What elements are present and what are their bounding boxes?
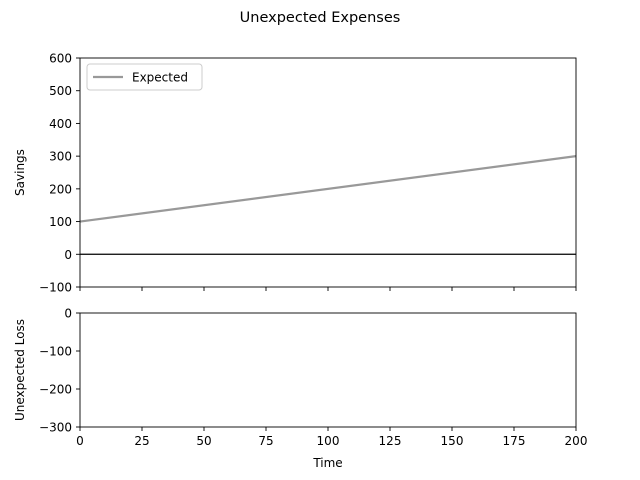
y-tick-label: 500 <box>49 84 72 98</box>
savings-y-axis-label: Savings <box>13 149 27 196</box>
y-tick-label: 0 <box>64 307 72 321</box>
savings-axes-frame <box>79 57 577 288</box>
unexpected-loss-panel: −300 −200 −100 0 0 25 50 75 100 125 150 175 200 Unexp… <box>13 307 587 449</box>
x-tick-label: 150 <box>441 434 464 448</box>
legend-box <box>86 63 203 91</box>
savings-panel: −100 0 100 200 300 400 500 600 Savings Expected <box>13 52 577 295</box>
x-tick-label: 50 <box>196 434 211 448</box>
y-tick-label: −100 <box>39 281 72 295</box>
y-tick-label: −100 <box>39 345 72 359</box>
x-tick-label: 125 <box>379 434 402 448</box>
y-tick-label: 0 <box>64 248 72 262</box>
y-tick-label: −300 <box>39 421 72 435</box>
x-tick-label: 25 <box>134 434 149 448</box>
series-line-expected <box>79 155 577 223</box>
x-tick-label: 0 <box>76 434 84 448</box>
y-tick-label: 100 <box>49 215 72 229</box>
legend: Expected <box>86 63 203 91</box>
unexpected-loss-y-axis-label: Unexpected Loss <box>13 319 27 421</box>
y-tick-label: 300 <box>49 150 72 164</box>
x-axis-label: Time <box>312 456 342 470</box>
y-tick-label: −200 <box>39 383 72 397</box>
legend-label: Expected <box>132 71 188 85</box>
y-tick-label: 400 <box>49 117 72 131</box>
x-tick-label: 100 <box>317 434 340 448</box>
chart-title: Unexpected Expenses <box>240 10 401 26</box>
y-tick-label: 200 <box>49 182 72 196</box>
x-tick-label: 200 <box>565 434 588 448</box>
x-tick-label: 75 <box>258 434 273 448</box>
unexpected-loss-axes-frame <box>79 312 577 428</box>
x-tick-label: 175 <box>503 434 526 448</box>
y-tick-label: 600 <box>49 52 72 66</box>
